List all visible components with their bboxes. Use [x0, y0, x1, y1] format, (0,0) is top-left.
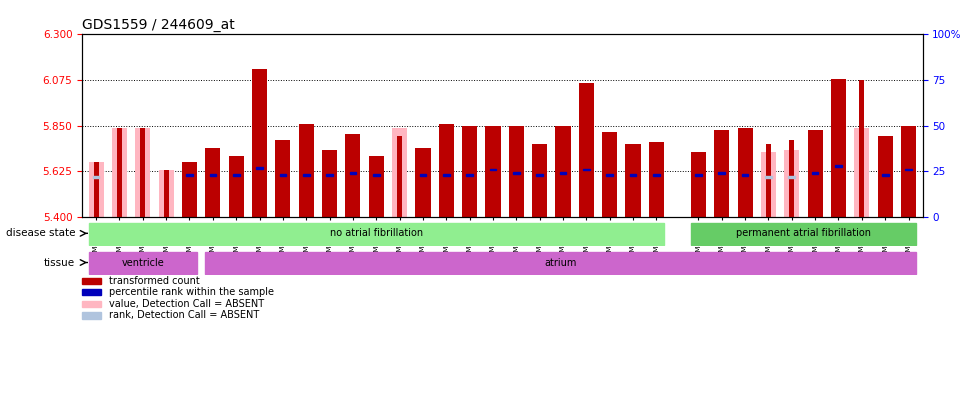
Bar — [252, 69, 268, 217]
Bar — [350, 172, 356, 174]
Bar — [691, 223, 916, 245]
Bar — [279, 174, 286, 176]
Text: tissue: tissue — [44, 258, 75, 268]
Bar — [415, 148, 431, 217]
Bar — [112, 128, 128, 217]
Bar — [649, 142, 664, 217]
Bar — [532, 144, 548, 217]
Bar — [439, 124, 454, 217]
Bar — [392, 128, 408, 217]
Bar — [443, 174, 449, 176]
Bar — [275, 140, 291, 217]
Bar — [696, 174, 701, 176]
Bar — [205, 148, 220, 217]
Bar — [901, 126, 916, 217]
Text: GDS1559 / 244609_at: GDS1559 / 244609_at — [82, 18, 235, 32]
Bar — [761, 152, 776, 217]
Text: rank, Detection Call = ABSENT: rank, Detection Call = ABSENT — [108, 310, 259, 320]
Bar — [256, 167, 263, 168]
Bar — [135, 128, 151, 217]
Bar — [905, 168, 912, 171]
Bar — [467, 174, 473, 176]
Bar — [882, 174, 889, 176]
Bar — [210, 174, 216, 176]
Bar — [205, 252, 916, 274]
Bar — [737, 128, 753, 217]
Bar — [397, 136, 402, 217]
Bar — [811, 172, 818, 174]
Bar — [831, 79, 846, 217]
Text: transformed count: transformed count — [108, 276, 199, 286]
Bar — [536, 174, 543, 176]
Bar — [233, 174, 240, 176]
Bar — [419, 174, 426, 176]
Text: ventricle: ventricle — [122, 258, 164, 268]
Bar — [653, 174, 660, 176]
Bar — [182, 162, 197, 217]
Bar — [691, 152, 706, 217]
Bar — [322, 150, 337, 217]
Bar — [82, 312, 101, 319]
Bar — [89, 223, 664, 245]
Text: permanent atrial fibrillation: permanent atrial fibrillation — [736, 228, 871, 239]
Bar — [742, 174, 749, 176]
Bar — [94, 162, 99, 217]
Bar — [579, 83, 594, 217]
Bar — [303, 174, 309, 176]
Bar — [719, 172, 725, 174]
Bar — [625, 144, 640, 217]
Bar — [765, 176, 772, 178]
Bar — [89, 162, 103, 217]
Bar — [327, 174, 333, 176]
Bar — [836, 165, 841, 167]
Bar — [82, 277, 101, 284]
Bar — [140, 128, 145, 217]
Bar — [89, 252, 197, 274]
Bar — [82, 289, 101, 295]
Text: no atrial fibrillation: no atrial fibrillation — [329, 228, 423, 239]
Bar — [860, 80, 865, 217]
Bar — [607, 174, 613, 176]
Bar — [789, 140, 794, 217]
Bar — [854, 128, 869, 217]
Bar — [509, 126, 524, 217]
Bar — [158, 171, 174, 217]
Bar — [766, 144, 771, 217]
Bar — [788, 176, 795, 178]
Bar — [555, 126, 571, 217]
Bar — [513, 172, 520, 174]
Bar — [82, 301, 101, 307]
Bar — [369, 156, 384, 217]
Bar — [602, 132, 617, 217]
Text: value, Detection Call = ABSENT: value, Detection Call = ABSENT — [108, 299, 264, 309]
Bar — [117, 128, 122, 217]
Bar — [93, 176, 99, 178]
Bar — [485, 126, 500, 217]
Bar — [373, 174, 380, 176]
Bar — [345, 134, 360, 217]
Bar — [462, 126, 477, 217]
Bar — [630, 174, 637, 176]
Bar — [490, 168, 497, 171]
Text: atrium: atrium — [545, 258, 577, 268]
Bar — [784, 150, 800, 217]
Bar — [583, 168, 589, 171]
Text: disease state: disease state — [6, 228, 75, 239]
Bar — [298, 124, 314, 217]
Bar — [229, 156, 243, 217]
Text: percentile rank within the sample: percentile rank within the sample — [108, 287, 273, 297]
Bar — [163, 171, 169, 217]
Bar — [808, 130, 823, 217]
Bar — [714, 130, 729, 217]
Bar — [877, 136, 893, 217]
Bar — [559, 172, 566, 174]
Bar — [186, 174, 193, 176]
